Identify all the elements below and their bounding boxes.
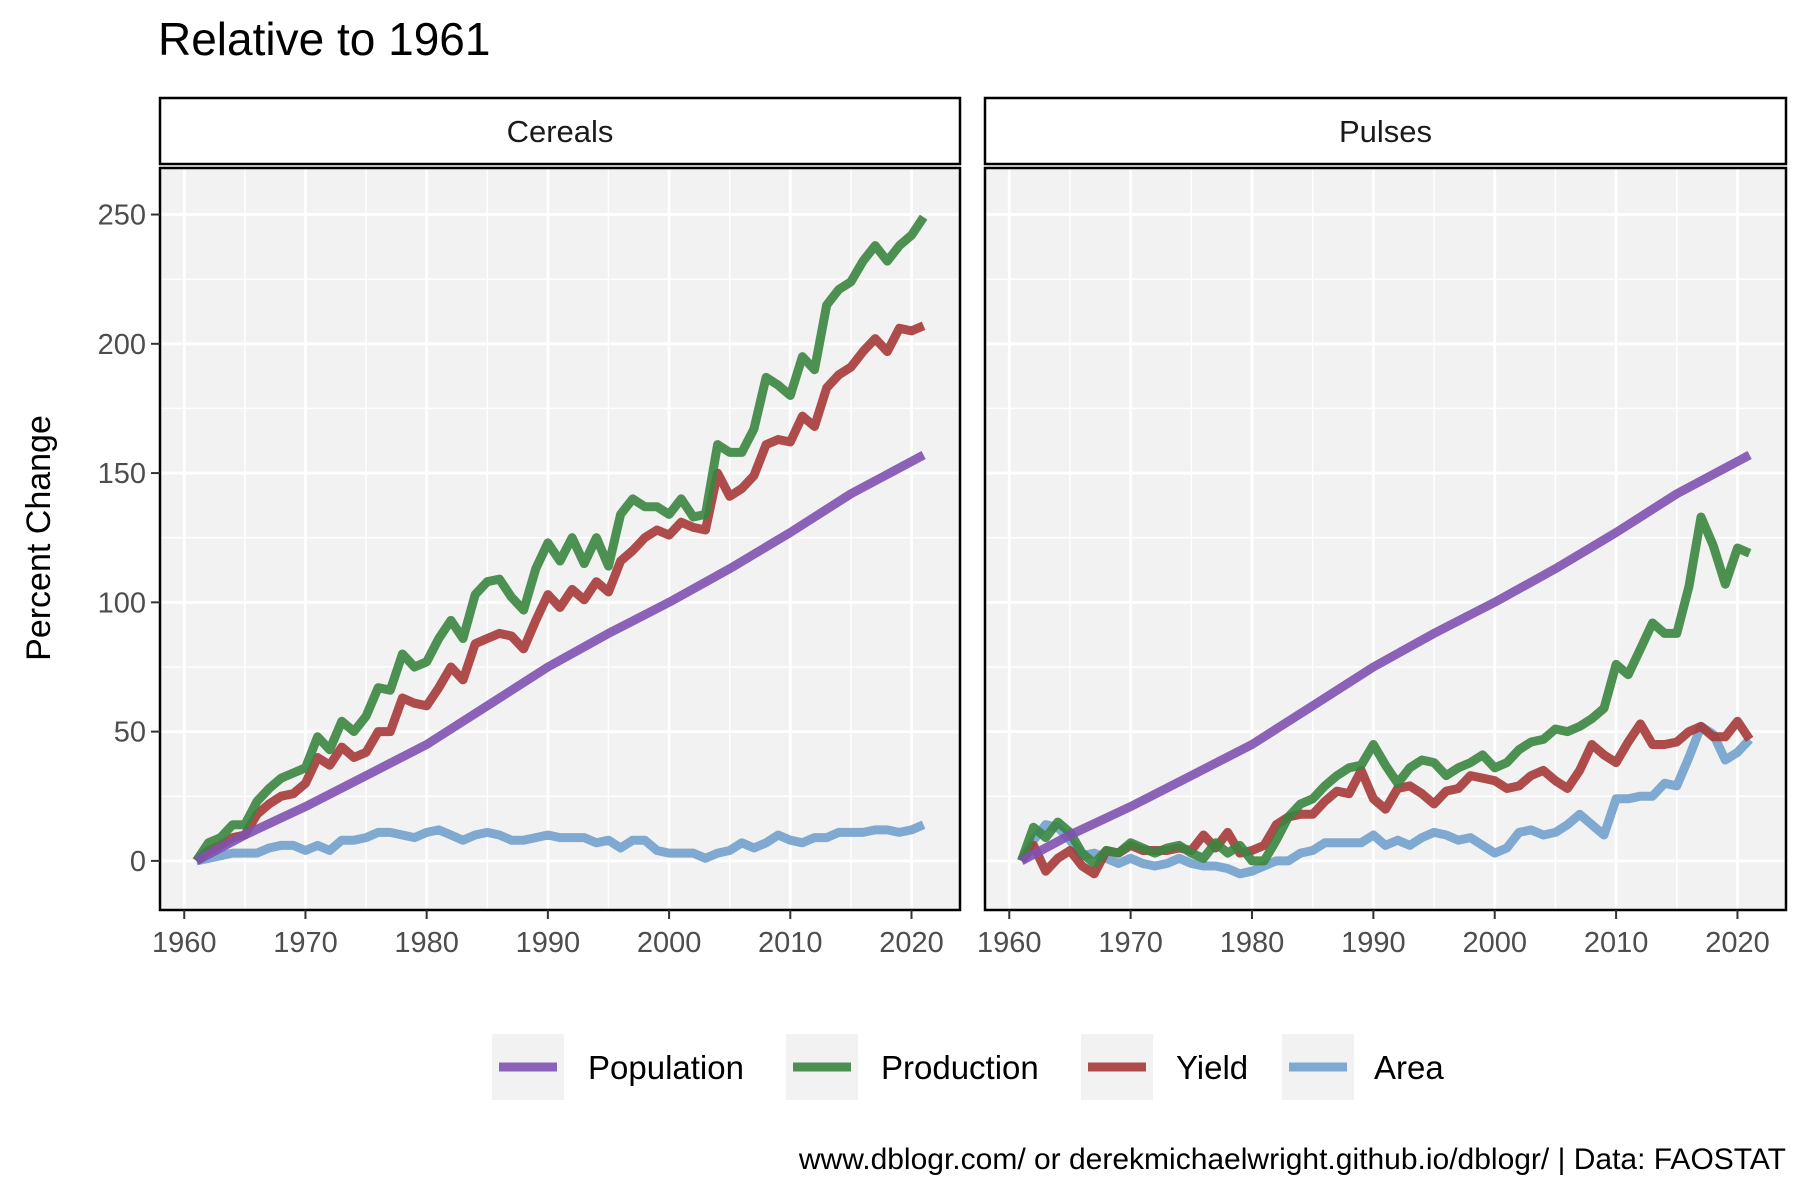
x-tick-label: 1960 [977, 927, 1042, 959]
y-tick-label: 50 [114, 717, 146, 749]
y-tick-label: 150 [98, 458, 146, 490]
x-tick-label: 2020 [1705, 927, 1770, 959]
series-line-production [1017, 512, 1752, 868]
y-tick-label: 0 [130, 846, 146, 878]
y-tick-label: 200 [98, 329, 146, 361]
x-tick-label: 1960 [152, 927, 217, 959]
panels: Cereals 1960 1970 1980 1990 2000 2010 2020 0 50 10… [98, 96, 1788, 959]
x-tick-label: 1970 [1098, 927, 1163, 959]
x-tick-label: 1980 [394, 927, 459, 959]
series-line-yield [193, 321, 926, 865]
plot-border [158, 166, 962, 912]
x-tick-label: 2010 [1584, 927, 1649, 959]
x-tick-label: 2000 [1462, 927, 1527, 959]
x-tick-label: 1990 [516, 927, 581, 959]
plot-background [160, 168, 960, 910]
x-tick-label: 2000 [637, 927, 702, 959]
series-line-population [1019, 451, 1752, 865]
x-tick-label: 2010 [758, 927, 823, 959]
panel-cereals: Cereals 1960 1970 1980 1990 2000 2010 2020 0 50 10… [98, 96, 962, 959]
facet-label: Pulses [1339, 114, 1432, 149]
legend-label: Yield [1176, 1049, 1248, 1086]
legend: Population Production Yield Area [492, 1034, 1444, 1100]
legend-label: Area [1374, 1049, 1444, 1086]
series-line-area [195, 820, 926, 866]
legend-label: Production [881, 1049, 1039, 1086]
legend-label: Population [588, 1049, 744, 1086]
series-line-production [192, 214, 928, 864]
series-line-area [1017, 721, 1753, 879]
y-tick-label: 250 [98, 200, 146, 232]
x-tick-label: 2020 [879, 927, 944, 959]
x-tick-label: 1990 [1341, 927, 1406, 959]
panel-pulses: Pulses 1960 1970 1980 1990 2000 2010 2020 [977, 96, 1788, 959]
caption: www.dblogr.com/ or derekmichaelwright.gi… [798, 1143, 1786, 1176]
x-tick-label: 1970 [273, 927, 338, 959]
facet-label: Cereals [507, 114, 614, 149]
facet-strip [983, 96, 1788, 166]
y-tick-label: 100 [98, 587, 146, 619]
plot-background [985, 168, 1786, 910]
chart-title: Relative to 1961 [158, 13, 491, 65]
x-tick-label: 1980 [1220, 927, 1285, 959]
facet-strip [158, 96, 962, 166]
plot-border [983, 166, 1788, 912]
series-line-population [194, 451, 926, 865]
y-axis-label: Percent Change [20, 415, 58, 661]
